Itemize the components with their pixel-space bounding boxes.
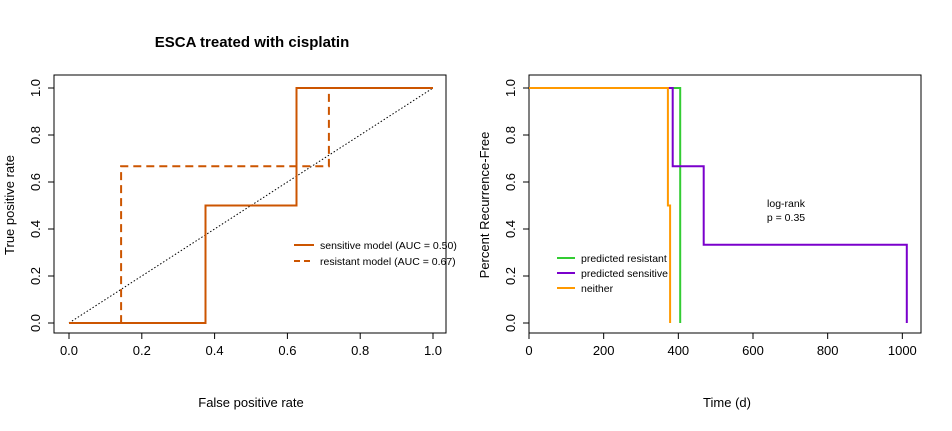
- roc-y-tick-label: 0.8: [28, 126, 43, 144]
- roc-y-tick-label: 0.0: [28, 314, 43, 332]
- km-y-tick-label: 0.2: [503, 267, 518, 285]
- km-x-tick-label: 1000: [888, 343, 917, 358]
- legend-label-predicted-sensitive: predicted sensitive: [581, 268, 668, 280]
- km-legend: predicted resistant predicted sensitive …: [557, 253, 668, 295]
- roc-x-tick-label: 0.6: [278, 343, 296, 358]
- km-series-predicted-sensitive: [529, 87, 908, 323]
- roc-diagonal-reference: [68, 87, 434, 324]
- roc-x-tick-label: 0.8: [351, 343, 369, 358]
- roc-x-tick-label: 1.0: [424, 343, 442, 358]
- legend-label-neither: neither: [581, 283, 614, 295]
- km-x-label: Time (d): [703, 395, 751, 410]
- km-x-tick-label: 400: [667, 343, 689, 358]
- roc-y-tick-label: 0.2: [28, 267, 43, 285]
- km-y-tick-label: 0.6: [503, 173, 518, 191]
- legend-label-predicted-resistant: predicted resistant: [581, 253, 667, 265]
- km-series-neither: [529, 87, 672, 323]
- km-series: [529, 87, 908, 323]
- roc-x-tick-label: 0.4: [206, 343, 224, 358]
- roc-y-tick-label: 0.6: [28, 173, 43, 191]
- km-x-tick-label: 800: [817, 343, 839, 358]
- km-y-tick-label: 0.8: [503, 126, 518, 144]
- km-y-tick-label: 0.4: [503, 220, 518, 238]
- km-x-axis: 0 200 400 600 800 1000: [525, 332, 917, 358]
- roc-series: [68, 87, 434, 324]
- roc-y-label: True positive rate: [2, 155, 17, 255]
- roc-chart: ESCA treated with cisplatin 0.0 0.2 0.4 0.6…: [2, 34, 457, 410]
- roc-y-tick-label: 0.4: [28, 220, 43, 238]
- roc-x-tick-label: 0.2: [133, 343, 151, 358]
- roc-series-sensitive-model-auc-0-50: [69, 87, 433, 324]
- km-chart: 0 200 400 600 800 1000 0.0 0.2 0.4 0.6 0.8 1.0 Tim…: [477, 74, 922, 410]
- roc-chart-title: ESCA treated with cisplatin: [155, 34, 349, 51]
- km-y-label: Percent Recurrence-Free: [477, 132, 492, 279]
- km-annotation-pvalue: p = 0.35: [767, 212, 805, 224]
- km-y-axis: 0.0 0.2 0.4 0.6 0.8 1.0: [503, 79, 530, 332]
- roc-y-tick-label: 1.0: [28, 79, 43, 97]
- roc-series-resistant-model-auc-0-67: [69, 87, 433, 324]
- legend-label-sensitive: sensitive model (AUC = 0.50): [320, 240, 457, 252]
- roc-y-axis: 0.0 0.2 0.4 0.6 0.8 1.0: [28, 79, 55, 332]
- km-x-tick-label: 600: [742, 343, 764, 358]
- roc-x-label: False positive rate: [198, 395, 304, 410]
- km-x-tick-label: 0: [525, 343, 532, 358]
- roc-x-tick-label: 0.0: [60, 343, 78, 358]
- roc-plot-box: [53, 74, 447, 334]
- legend-label-resistant: resistant model (AUC = 0.67): [320, 256, 456, 268]
- roc-x-axis: 0.0 0.2 0.4 0.6 0.8 1.0: [60, 332, 442, 358]
- roc-legend: sensitive model (AUC = 0.50) resistant m…: [294, 240, 457, 268]
- km-y-tick-label: 1.0: [503, 79, 518, 97]
- km-annotation-test: log-rank: [767, 198, 806, 210]
- km-x-tick-label: 200: [593, 343, 615, 358]
- km-y-tick-label: 0.0: [503, 314, 518, 332]
